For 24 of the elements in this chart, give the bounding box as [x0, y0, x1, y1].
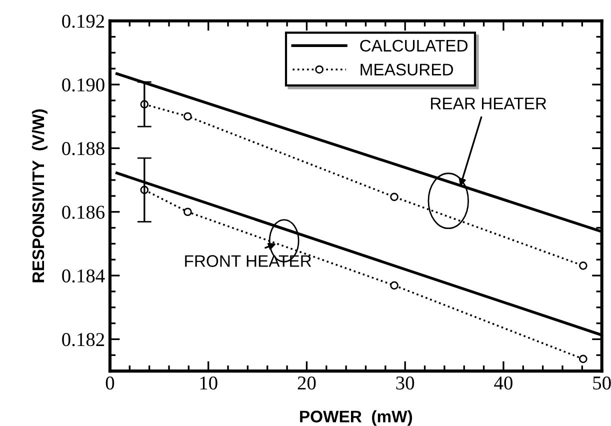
y-tick-label: 0.186 [62, 206, 105, 219]
point [184, 112, 192, 121]
x-tick-label: 30 [396, 376, 414, 390]
point [578, 354, 588, 364]
x-axis-title: POWER (mW) [300, 410, 412, 426]
point [184, 208, 192, 216]
x-tick-label: 40 [494, 376, 512, 390]
y-tick-label: 0.184 [62, 269, 105, 283]
legend-label: CALCULATED [360, 40, 468, 52]
x-tick-label: 50 [593, 376, 611, 390]
y-tick-label: 0.188 [62, 142, 104, 156]
x-tick-label: 0 [106, 376, 114, 390]
y-tick-label: 0.192 [62, 14, 104, 28]
point [578, 262, 588, 270]
x-tick-label: 20 [298, 376, 316, 390]
annotation: REAR HEATER [431, 98, 546, 110]
y-axis-title: RESPONSIVITY (V/W) [32, 109, 48, 282]
annotation: FRONT HEATER [185, 255, 312, 267]
y-tick-label: 0.182 [62, 333, 104, 346]
legend-label: MEASURED [360, 64, 454, 76]
y-tick-label: 0.190 [62, 78, 104, 92]
point [390, 192, 398, 202]
x-tick-label: 10 [200, 376, 218, 390]
point [390, 281, 398, 290]
